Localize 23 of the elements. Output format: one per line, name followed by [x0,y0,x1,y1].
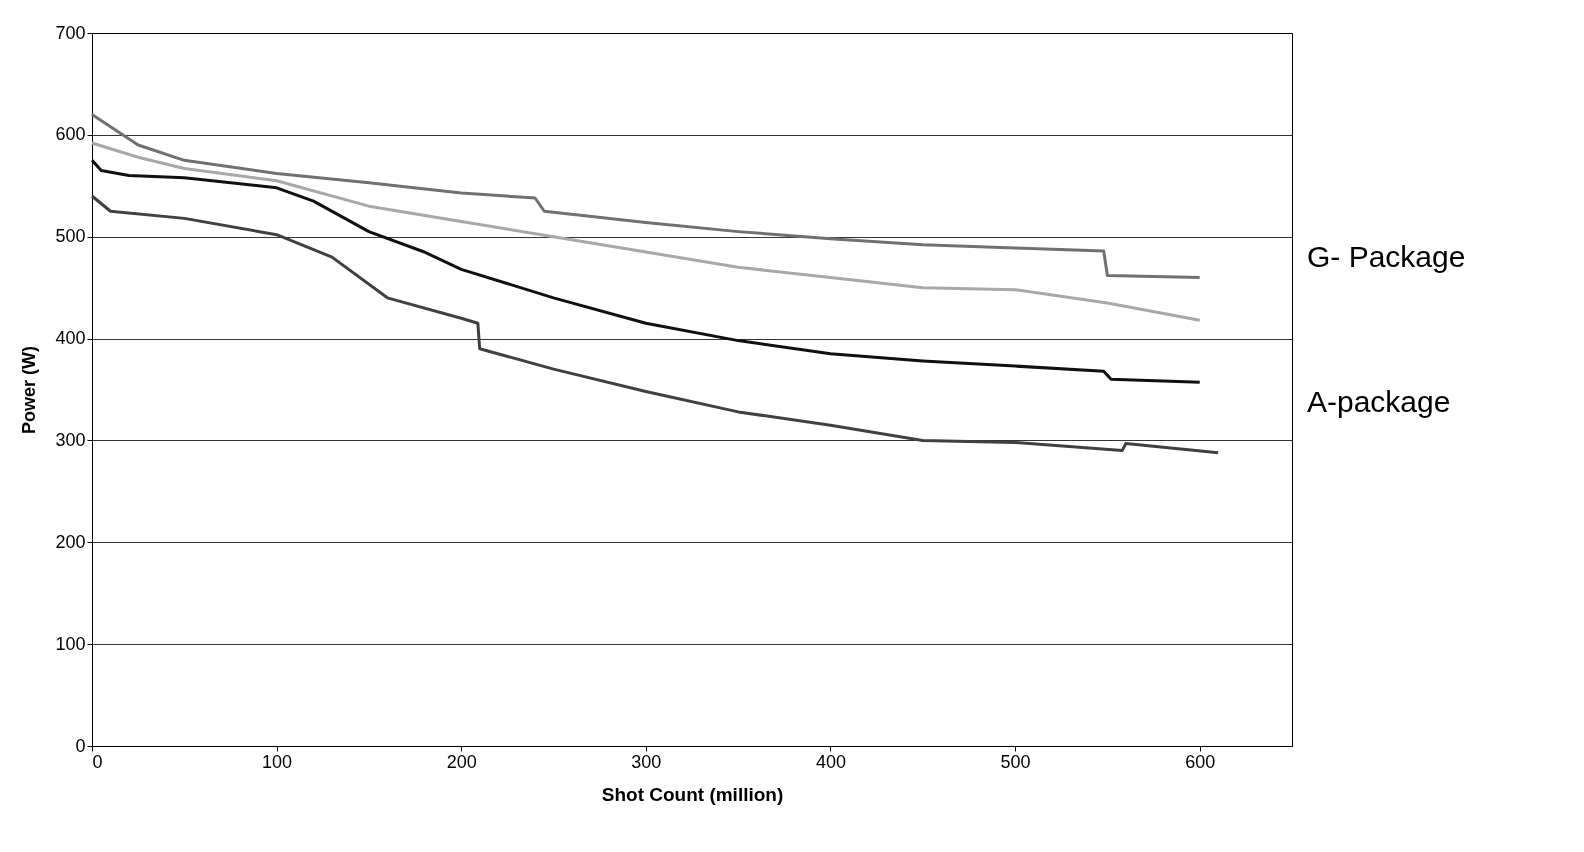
line-series [90,194,1220,455]
y-tick-label: 500 [55,226,86,247]
x-tick-label: 200 [446,751,477,772]
y-tick-label: 700 [55,22,86,43]
x-tick-label: 500 [1000,751,1031,772]
text: A-package [1307,385,1451,418]
y-tick-label: 100 [55,633,86,654]
y-tick-label: 400 [55,328,86,349]
y-tick-label: 600 [55,124,86,145]
y-axis-title: Power (W) [19,346,40,434]
x-tick-label: 600 [1185,751,1216,772]
text: G- Package [1307,240,1466,273]
x-tick-label: 400 [815,751,846,772]
line-series [90,112,1202,279]
x-axis-title: Shot Count (million) [601,783,784,805]
x-tick-label: 100 [262,751,293,772]
y-tick-label: 300 [55,429,86,450]
y-tick-label: 200 [55,531,86,552]
x-tick-label: 300 [631,751,662,772]
line-series [90,158,1202,384]
y-tick-label: 0 [75,735,86,756]
x-tick-label: 0 [92,751,103,772]
line-series [90,141,1202,322]
